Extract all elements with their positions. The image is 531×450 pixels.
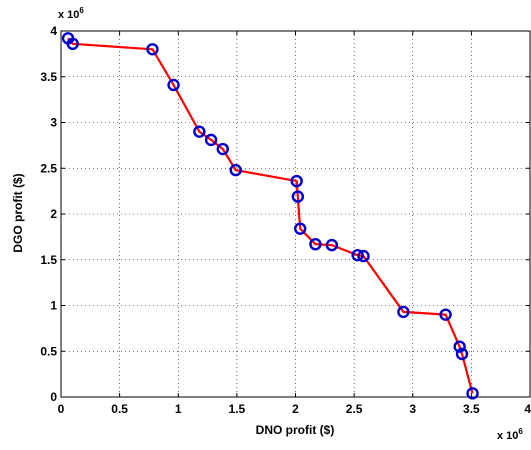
y-tick-label: 3.5 — [40, 70, 57, 84]
x-tick-label: 2.5 — [346, 402, 363, 416]
x-tick-label: 4 — [524, 402, 531, 416]
y-tick-label: 2 — [50, 207, 57, 221]
y-tick-label: 1 — [50, 299, 57, 313]
x-tick-label: 3.5 — [463, 402, 480, 416]
data-point — [146, 43, 159, 56]
x-tick-label: 0 — [58, 402, 65, 416]
series-line — [67, 37, 474, 394]
data-point — [466, 387, 479, 400]
y-tick-label: 3 — [50, 116, 57, 130]
data-point — [66, 37, 79, 51]
x-tick-label: 1.5 — [229, 402, 246, 416]
data-point — [397, 305, 410, 319]
axis-ticks: 0 0.5 1 1.5 2 2.5 3 3.5 4 0 0.5 1 1.5 2 2.5 3 3.5 4 — [40, 24, 531, 416]
data-point — [455, 347, 469, 361]
data-point — [229, 163, 242, 177]
y-tick-label: 0.5 — [40, 344, 57, 358]
data-series — [61, 32, 479, 400]
x-axis-label: DNO profit ($) — [256, 423, 335, 437]
x-tick-label: 1 — [175, 402, 182, 416]
data-point — [357, 249, 370, 263]
data-point — [290, 174, 303, 188]
data-point — [439, 308, 452, 321]
x-exponent-label: x 106 — [497, 427, 523, 442]
data-point — [204, 133, 218, 147]
data-point — [325, 238, 339, 252]
x-tick-label: 0.5 — [111, 402, 128, 416]
y-exponent-label: x 106 — [58, 6, 84, 21]
y-tick-label: 2.5 — [40, 161, 57, 175]
y-tick-label: 4 — [50, 24, 57, 38]
data-point — [293, 222, 307, 235]
data-point — [309, 237, 322, 251]
x-tick-label: 2 — [292, 402, 299, 416]
data-point — [193, 125, 206, 138]
y-tick-label: 0 — [50, 390, 57, 404]
data-point — [167, 78, 180, 92]
data-point — [216, 142, 230, 156]
data-point — [351, 248, 364, 262]
y-axis-label: DGO profit ($) — [11, 173, 25, 252]
data-point — [453, 340, 466, 353]
y-tick-label: 1.5 — [40, 253, 57, 267]
data-point — [291, 190, 305, 203]
x-tick-label: 3 — [409, 402, 416, 416]
